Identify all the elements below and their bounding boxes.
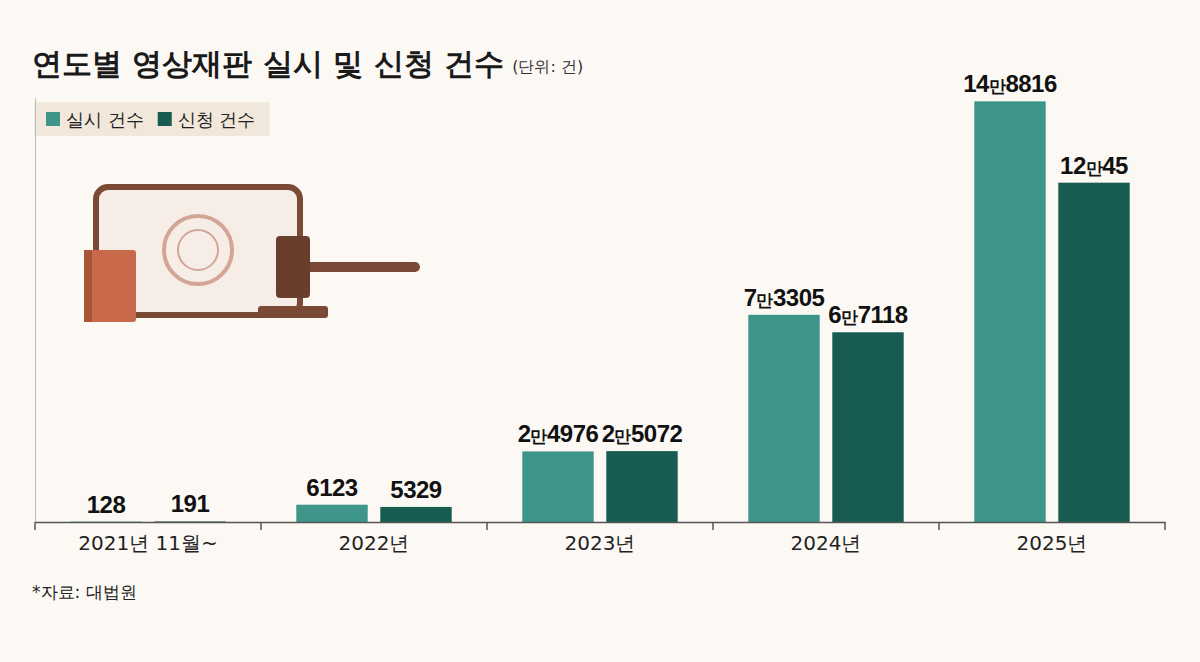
title: 연도별 영상재판 실시 및 신청 건수 [32, 46, 504, 81]
group-separator [938, 522, 940, 530]
data-label: 5329 [390, 476, 442, 503]
source: *자료: 대법원 [32, 582, 137, 602]
group-separator [486, 522, 488, 530]
x-tick-label: 2023년 [565, 531, 636, 555]
legend-swatch [158, 112, 172, 126]
emblem [164, 216, 232, 284]
bar [380, 507, 451, 522]
emblem-inner [178, 230, 218, 270]
subtitle: (단위: 건) [512, 57, 583, 76]
data-label: 2만4976 [518, 420, 599, 447]
group-separator [34, 522, 36, 530]
legend: 실시 건수 신청 건수 [34, 102, 269, 136]
bar [1058, 183, 1129, 522]
book-spine [84, 250, 92, 322]
x-tick: 2025년 [1017, 522, 1088, 555]
x-tick: 2022년 [339, 522, 410, 555]
gavel-base [258, 306, 328, 318]
data-label: 128 [87, 491, 126, 518]
data-label: 6123 [306, 474, 358, 501]
x-axis-line [36, 522, 1166, 524]
y-axis [35, 99, 36, 523]
bar [606, 451, 677, 522]
data-label: 14만8816 [963, 70, 1057, 97]
x-tick-label: 2022년 [339, 531, 410, 555]
x-tick: 2024년 [791, 522, 862, 555]
data-label: 2만5072 [602, 420, 683, 447]
x-tick: 2021년 11월~ [78, 522, 217, 555]
legend-label: 실시 건수 [66, 109, 144, 130]
bar [748, 315, 819, 522]
group-separator [712, 522, 714, 530]
illustration [84, 187, 420, 322]
legend-label: 신청 건수 [178, 109, 256, 130]
data-label: 7만3305 [744, 284, 825, 311]
group-separator [1164, 522, 1166, 530]
bar [832, 332, 903, 522]
background [0, 0, 1200, 662]
gavel-handle [300, 262, 420, 272]
data-label: 12만45 [1060, 152, 1128, 179]
bars [70, 101, 1129, 522]
data-label: 6만7118 [828, 301, 908, 328]
bar [522, 451, 593, 522]
bar [974, 101, 1045, 522]
x-axis: 2021년 11월~ 2022년 2023년 2024년 2025년 [36, 522, 1166, 555]
chart: 연도별 영상재판 실시 및 신청 건수 (단위: 건) 실시 건수 신청 건수 2021… [0, 0, 1200, 662]
gavel-head [276, 236, 310, 298]
x-tick-label: 2021년 11월~ [78, 531, 217, 555]
legend-background [34, 102, 269, 136]
legend-swatch [46, 112, 60, 126]
data-labels: 128 6123 2만4976 7만3305 14만8816 191 5329 2만5072 6… [87, 70, 1128, 517]
y-axis-line [35, 99, 36, 523]
x-tick: 2023년 [565, 522, 636, 555]
data-label: 191 [171, 490, 210, 517]
group-separator [260, 522, 262, 530]
x-tick-label: 2024년 [791, 531, 862, 555]
bar [296, 505, 367, 522]
x-tick-label: 2025년 [1017, 531, 1088, 555]
book [84, 250, 136, 322]
